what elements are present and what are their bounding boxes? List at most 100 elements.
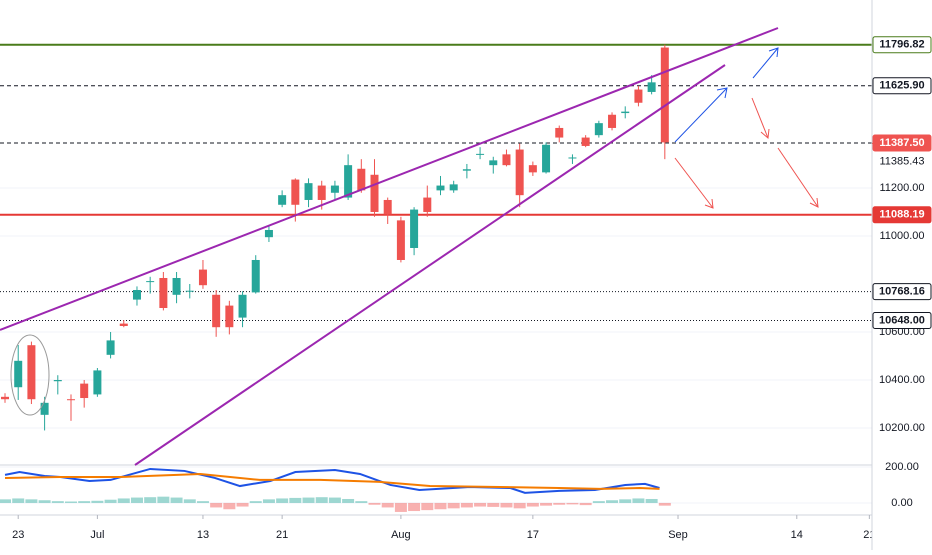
histogram-bar	[157, 496, 170, 503]
x-tick-label: 13	[197, 529, 209, 541]
histogram-bar	[394, 502, 407, 512]
y-tick-label: 10400.00	[879, 374, 925, 386]
histogram-bar	[328, 497, 341, 503]
candle-body	[370, 174, 379, 212]
highlight-ellipse	[10, 334, 50, 416]
candle-body	[555, 127, 564, 138]
histogram-bar	[262, 499, 275, 503]
candle-body	[330, 185, 339, 193]
candle-body	[410, 209, 419, 248]
histogram-bar	[421, 502, 434, 511]
candle-body	[93, 370, 102, 395]
histogram-bar	[447, 502, 460, 509]
level-tag	[872, 311, 932, 329]
level-label: 10768.16	[879, 286, 925, 298]
candle-body	[383, 199, 392, 215]
level-label: 11796.82	[879, 39, 924, 51]
x-axis-panel	[0, 515, 932, 550]
histogram-bar	[474, 502, 487, 507]
histogram-bar	[223, 502, 236, 510]
candle-body	[80, 383, 89, 399]
x-tick-label: 14	[791, 529, 803, 541]
candle-body	[660, 47, 669, 143]
histogram-bar	[249, 501, 262, 503]
candle-body	[515, 149, 524, 196]
histogram-bar	[460, 502, 473, 508]
candle-body	[212, 294, 221, 328]
candle-body	[581, 137, 590, 146]
trend-line	[0, 27, 779, 331]
level-tag	[872, 134, 932, 152]
level-label: 11088.19	[879, 209, 924, 221]
y-tick-label: 10200.00	[879, 422, 925, 434]
histogram-bar	[553, 502, 566, 505]
histogram-bar	[130, 497, 143, 503]
histogram-bar	[78, 501, 91, 503]
histogram-bar	[368, 502, 381, 505]
histogram-bar	[540, 502, 553, 506]
histogram-bar	[64, 501, 77, 503]
candle-body	[489, 160, 498, 166]
candle-body	[357, 168, 366, 191]
histogram-bar	[658, 502, 671, 506]
histogram-bar	[170, 497, 183, 503]
x-tick-label: 17	[527, 529, 539, 541]
x-tick-label: 21	[276, 529, 288, 541]
arrow	[752, 47, 779, 79]
histogram-bar	[196, 501, 209, 503]
histogram-bar	[289, 497, 302, 503]
candle-body	[344, 165, 353, 198]
level-tag	[872, 283, 932, 301]
x-tick-label: Jul	[90, 529, 104, 541]
histogram-bar	[236, 502, 249, 507]
arrow-head	[716, 87, 728, 99]
candle-body	[238, 294, 247, 318]
candle-body	[251, 259, 260, 293]
x-tick-label: Sep	[668, 529, 688, 541]
arrow	[751, 97, 769, 139]
arrow-head	[704, 198, 714, 209]
level-label: 11387.50	[879, 137, 924, 149]
candle-body	[225, 305, 234, 328]
candle-body	[264, 229, 273, 238]
histogram-bar	[408, 502, 421, 512]
histogram-bar	[91, 500, 104, 503]
candle-body	[423, 197, 432, 212]
histogram-bar	[592, 501, 605, 503]
y-tick-label: 11200.00	[879, 182, 924, 194]
candle-body	[634, 89, 643, 103]
candle-body	[317, 185, 326, 200]
candle-body	[66, 399, 75, 401]
arrow-head	[760, 128, 770, 139]
candle-body	[542, 144, 551, 173]
histogram-bar	[526, 502, 539, 507]
level-tag	[872, 36, 932, 54]
histogram-bar	[117, 498, 130, 503]
candle-body	[106, 340, 115, 355]
candle-body	[119, 323, 128, 327]
histogram-bar	[513, 502, 526, 509]
candle-body	[304, 183, 313, 200]
histogram-bar	[12, 498, 25, 503]
x-tick-label: Aug	[391, 529, 411, 541]
histogram-bar	[183, 499, 196, 503]
x-tick-label: 23	[12, 529, 24, 541]
histogram-bar	[25, 499, 38, 503]
arrow	[777, 147, 819, 208]
histogram-bar	[579, 502, 592, 506]
y2-tick-label: 200.00	[885, 461, 919, 473]
histogram-bar	[487, 502, 500, 507]
y-tick-label: 11000.00	[879, 230, 924, 242]
histogram-bar	[210, 502, 223, 508]
candle-body	[647, 82, 656, 92]
histogram-bar	[500, 502, 513, 508]
histogram-bar	[619, 499, 632, 503]
candle-body	[132, 289, 141, 300]
candle-body	[14, 360, 23, 388]
histogram-bar	[342, 498, 355, 503]
histogram-bar	[315, 497, 328, 503]
histogram-bar	[104, 499, 117, 503]
histogram-bar	[51, 501, 64, 503]
histogram-bar	[38, 500, 51, 503]
